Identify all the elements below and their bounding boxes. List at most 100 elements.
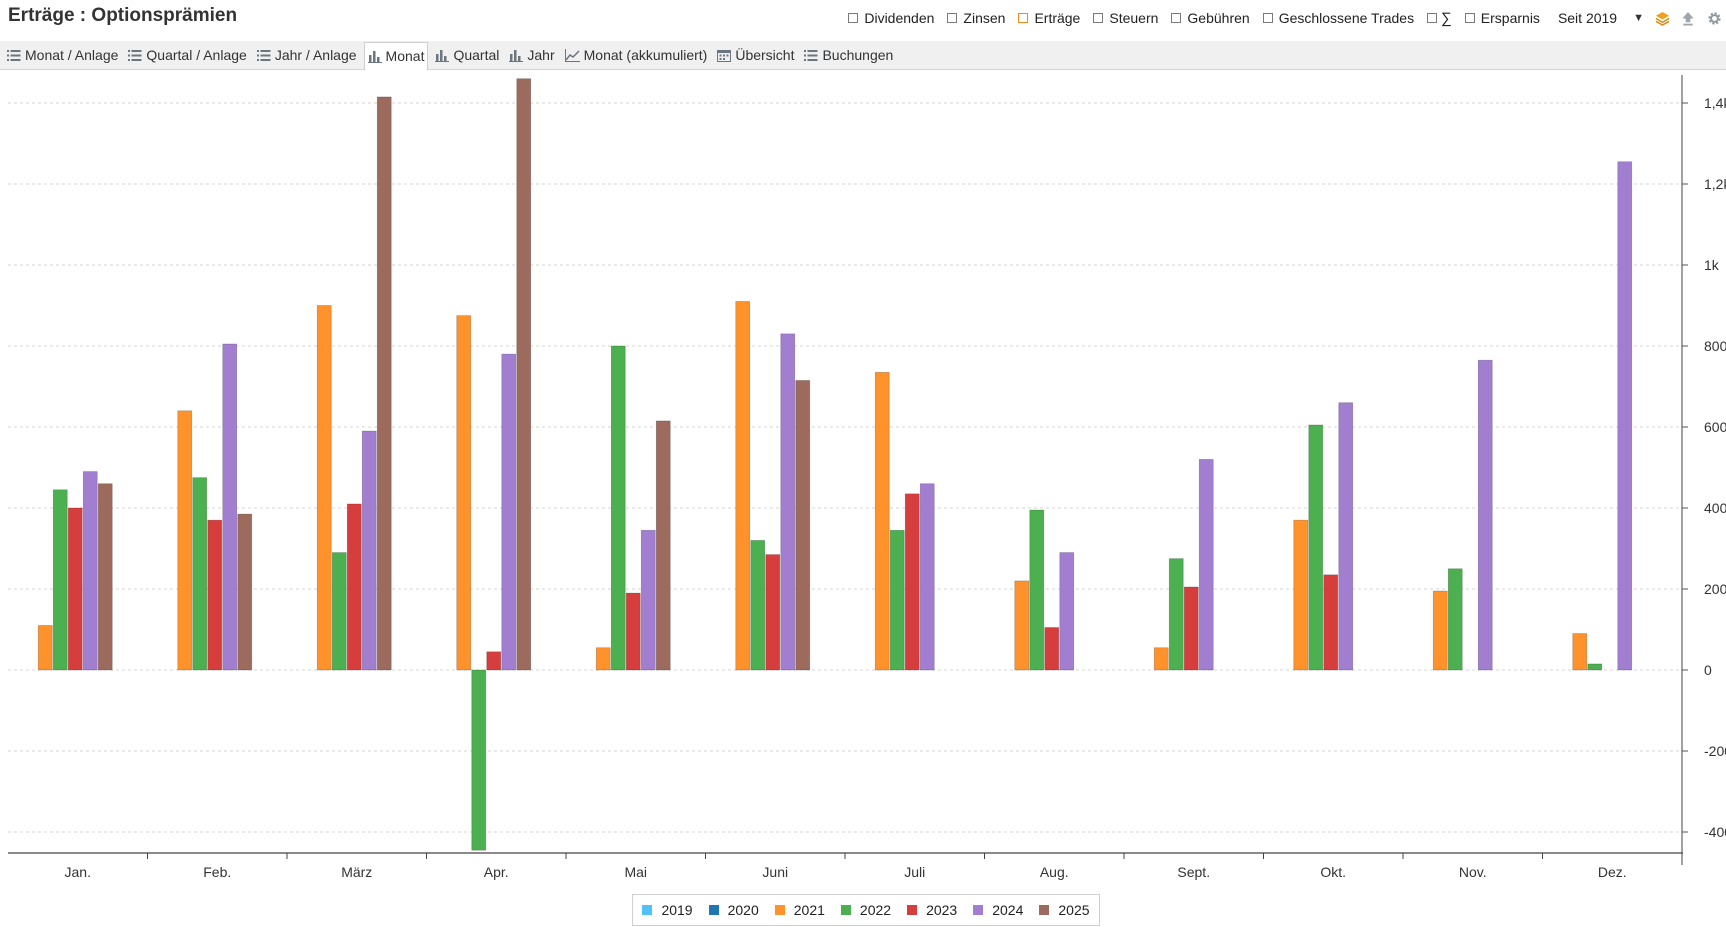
bar-chart-icon <box>509 49 527 62</box>
tab-quartal-anlage[interactable]: Quartal / Anlage <box>125 42 249 68</box>
calendar-icon <box>717 49 735 62</box>
bar-2022-5 <box>610 345 626 671</box>
bar-2021-8 <box>1014 580 1030 671</box>
legend-swatch <box>1039 905 1050 915</box>
x-tick-label: Mai <box>624 864 647 880</box>
tab-übersicht[interactable]: Übersicht <box>714 42 797 68</box>
chart-legend: 2019 2020 2021 2022 2023 2024 2025 <box>632 894 1100 926</box>
filter-label: Steuern <box>1109 10 1159 26</box>
y-tick-label: 1,4k <box>1704 95 1726 111</box>
checkbox[interactable] <box>1093 13 1104 23</box>
bar-2025-4 <box>516 78 532 671</box>
bar-2021-2 <box>177 410 193 671</box>
x-tick-label: März <box>341 864 372 880</box>
filter-steuern[interactable]: Steuern <box>1093 10 1158 26</box>
tab-monat-akkumuliert[interactable]: Monat (akkumuliert) <box>562 42 711 68</box>
bar-2021-9 <box>1153 647 1169 671</box>
legend-item-2019[interactable]: 2019 <box>642 902 693 918</box>
y-tick-label: 200 <box>1704 581 1726 597</box>
checkbox[interactable] <box>947 13 958 23</box>
filter-geschlossene-trades[interactable]: Geschlossene Trades <box>1262 10 1415 26</box>
sum-icon: ∑ <box>1441 9 1452 27</box>
bar-2021-4 <box>456 315 472 671</box>
filter-ersparnis[interactable]: Ersparnis <box>1464 10 1540 26</box>
legend-item-2021[interactable]: 2021 <box>774 902 825 918</box>
y-tick-label: -200 <box>1704 743 1726 759</box>
checkbox[interactable] <box>848 13 859 23</box>
bar-2025-6 <box>795 380 811 671</box>
bar-2022-2 <box>192 477 208 671</box>
legend-item-2024[interactable]: 2024 <box>973 902 1023 918</box>
tab-monat-anlage[interactable]: Monat / Anlage <box>4 42 121 68</box>
y-tick-label: 0 <box>1704 662 1712 678</box>
x-tick-label: Nov. <box>1459 864 1487 880</box>
legend-swatch <box>907 905 918 915</box>
tab-monat[interactable]: Monat <box>363 41 429 71</box>
legend-item-2022[interactable]: 2022 <box>840 902 891 918</box>
tab-label: Quartal <box>453 47 500 63</box>
x-tick-label: Aug. <box>1040 864 1069 880</box>
legend-label: 2019 <box>661 902 693 918</box>
x-tick-label: Okt. <box>1320 864 1346 880</box>
legend-swatch <box>973 905 984 915</box>
filter-label: Geschlossene Trades <box>1278 10 1415 26</box>
checkbox[interactable] <box>1464 13 1475 23</box>
filter-bar: Dividenden Zinsen Erträge Steuern Gebühr… <box>835 8 1722 28</box>
checkbox[interactable] <box>1427 13 1438 23</box>
bar-2025-3 <box>376 96 392 671</box>
title-bar: Erträge : Optionsprämien Dividenden Zins… <box>0 0 1726 36</box>
tab-label: Buchungen <box>822 47 894 63</box>
page-title: Erträge : Optionsprämien <box>8 5 238 26</box>
period-value: Seit 2019 <box>1557 10 1618 26</box>
bar-2024-7 <box>919 483 935 671</box>
filter-gebuehren[interactable]: Gebühren <box>1171 10 1250 26</box>
tab-buchungen[interactable]: Buchungen <box>801 42 896 68</box>
bar-2023-1 <box>67 507 83 671</box>
y-tick-label: 600 <box>1704 419 1726 435</box>
legend-swatch <box>840 905 851 915</box>
legend-item-2025[interactable]: 2025 <box>1039 902 1090 918</box>
tab-jahr-anlage[interactable]: Jahr / Anlage <box>254 42 360 68</box>
bar-2024-6 <box>780 333 796 671</box>
bar-2024-9 <box>1198 459 1214 671</box>
legend-label: 2024 <box>992 902 1024 918</box>
bar-2022-7 <box>889 529 905 671</box>
upload-icon[interactable] <box>1680 10 1696 26</box>
filter-label: Gebühren <box>1187 10 1250 26</box>
bar-2023-9 <box>1183 586 1199 671</box>
bar-2024-12 <box>1617 161 1633 671</box>
bar-2022-10 <box>1308 424 1324 671</box>
tab-label: Jahr <box>527 47 555 63</box>
bar-2022-9 <box>1168 558 1184 671</box>
tab-label: Übersicht <box>735 47 795 63</box>
x-tick-label: Apr. <box>484 864 509 880</box>
chevron-down-icon: ▼ <box>1633 12 1644 24</box>
tab-quartal[interactable]: Quartal <box>432 42 502 68</box>
list-icon <box>7 49 25 62</box>
bar-2023-10 <box>1323 574 1339 671</box>
bar-2025-1 <box>97 483 113 671</box>
gear-icon[interactable] <box>1706 10 1722 26</box>
filter-zinsen[interactable]: Zinsen <box>947 10 1005 26</box>
legend-label: 2023 <box>926 902 958 918</box>
filter-ertraege[interactable]: Erträge <box>1018 10 1080 26</box>
view-tabs: Monat / Anlage Quartal / Anlage Jahr / Anl… <box>0 41 1726 71</box>
legend-item-2020[interactable]: 2020 <box>708 902 759 918</box>
x-tick-label: Jan. <box>65 864 91 880</box>
legend-item-2023[interactable]: 2023 <box>907 902 957 918</box>
bar-2022-4 <box>471 669 487 851</box>
bar-2021-7 <box>874 371 890 671</box>
checkbox[interactable] <box>1171 13 1182 23</box>
bar-2025-2 <box>237 513 253 671</box>
checkbox[interactable] <box>1262 13 1273 23</box>
checkbox-checked[interactable] <box>1018 13 1029 23</box>
tab-jahr[interactable]: Jahr <box>506 42 557 68</box>
list-icon <box>804 49 822 62</box>
y-tick-label: 800 <box>1704 338 1726 354</box>
filter-dividenden[interactable]: Dividenden <box>848 10 934 26</box>
period-dropdown[interactable]: Seit 2019 ▼ <box>1558 10 1644 26</box>
bar-2023-8 <box>1044 627 1060 671</box>
layers-icon[interactable] <box>1654 10 1670 26</box>
filter-sum[interactable]: ∑ <box>1427 10 1452 27</box>
bar-2024-4 <box>501 353 517 671</box>
